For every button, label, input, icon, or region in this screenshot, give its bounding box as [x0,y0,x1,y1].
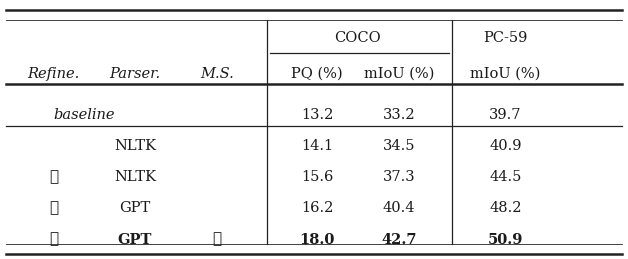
Text: mIoU (%): mIoU (%) [364,67,434,81]
Text: 40.4: 40.4 [382,202,415,215]
Text: 13.2: 13.2 [301,108,333,122]
Text: 14.1: 14.1 [301,139,333,153]
Text: M.S.: M.S. [200,67,234,81]
Text: 16.2: 16.2 [301,202,333,215]
Text: 44.5: 44.5 [489,170,522,184]
Text: 50.9: 50.9 [488,233,523,247]
Text: ✓: ✓ [212,233,221,247]
Text: PC-59: PC-59 [484,31,528,45]
Text: Parser.: Parser. [109,67,161,81]
Text: GPT: GPT [119,202,151,215]
Text: 48.2: 48.2 [489,202,522,215]
Text: PQ (%): PQ (%) [291,67,343,81]
Text: mIoU (%): mIoU (%) [470,67,541,81]
Text: Refine.: Refine. [27,67,80,81]
Text: baseline: baseline [53,108,115,122]
Text: ✓: ✓ [49,170,58,184]
Text: NLTK: NLTK [114,139,156,153]
Text: 18.0: 18.0 [300,233,335,247]
Text: 39.7: 39.7 [489,108,522,122]
Text: 33.2: 33.2 [382,108,415,122]
Text: 15.6: 15.6 [301,170,333,184]
Text: 34.5: 34.5 [382,139,415,153]
Text: ✓: ✓ [49,202,58,215]
Text: 37.3: 37.3 [382,170,415,184]
Text: NLTK: NLTK [114,170,156,184]
Text: GPT: GPT [118,233,152,247]
Text: 42.7: 42.7 [381,233,416,247]
Text: 40.9: 40.9 [489,139,522,153]
Text: ✓: ✓ [49,233,58,247]
Text: COCO: COCO [335,31,381,45]
